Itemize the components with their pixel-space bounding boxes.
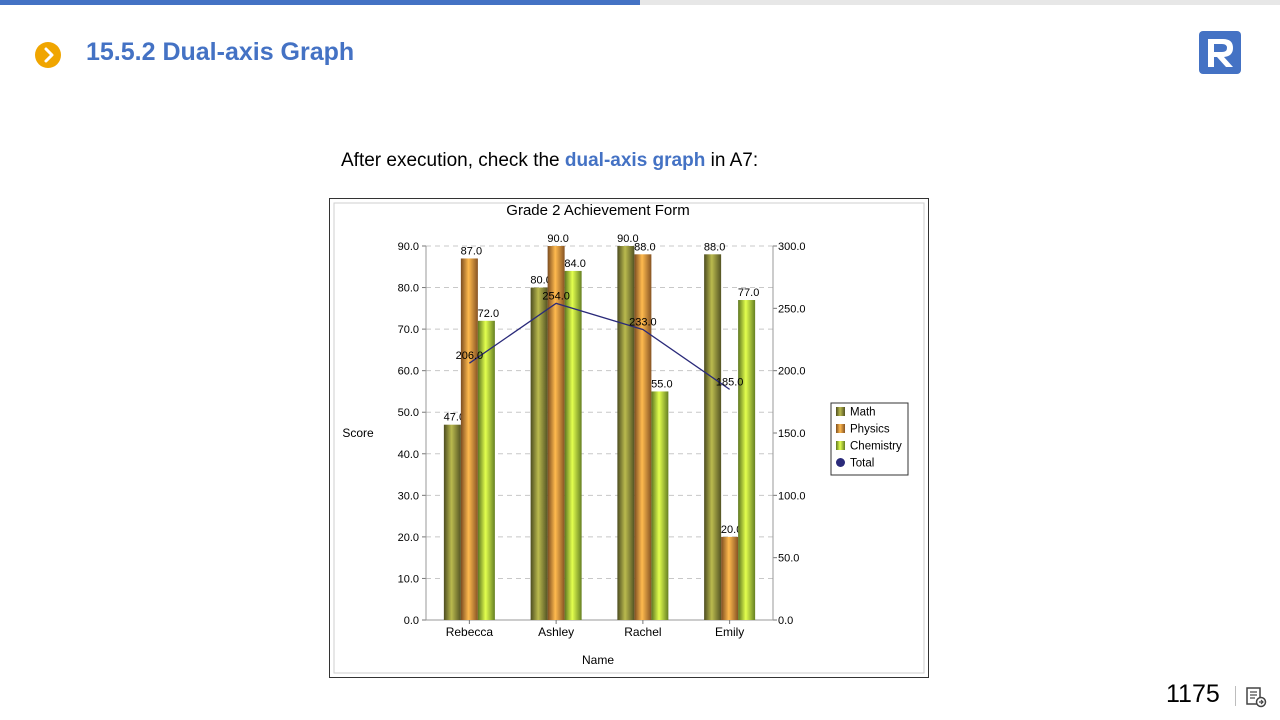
bar-chemistry [738,300,756,620]
bar-chemistry [477,320,495,620]
y-right-tick-label: 200.0 [778,366,806,378]
y-right-tick-label: 250.0 [778,303,806,315]
y-right-tick-label: 50.0 [778,553,799,565]
x-tick-label: Rachel [624,625,661,639]
y-left-tick-label: 70.0 [398,324,419,336]
page-title: 15.5.2 Dual-axis Graph [86,38,355,66]
y-left-tick-label: 10.0 [398,573,419,585]
bar-data-label: 80.0 [530,275,551,287]
legend-swatch-physics [836,424,845,433]
bar-data-label: 90.0 [547,233,568,245]
y-left-tick-label: 50.0 [398,407,419,419]
slide-return-icon[interactable] [1245,686,1267,708]
bar-data-label: 87.0 [461,245,482,257]
bar-math [443,424,461,620]
bar-data-label: 90.0 [617,233,638,245]
y-left-tick-label: 60.0 [398,366,419,378]
x-axis-label: Name [582,653,614,667]
bar-physics [721,536,739,620]
legend-swatch-math [836,407,845,416]
line-data-label: 206.0 [456,350,484,362]
y-left-tick-label: 30.0 [398,490,419,502]
y-left-tick-label: 20.0 [398,532,419,544]
line-data-label: 233.0 [629,317,657,329]
line-total [469,302,730,390]
chart-title: Grade 2 Achievement Form [506,202,689,219]
y-right-tick-label: 150.0 [778,428,806,440]
bar-math [704,254,722,621]
x-tick-label: Rebecca [446,625,494,639]
x-tick-label: Ashley [538,625,574,639]
y-axis-label: Score [342,426,374,440]
legend-label: Chemistry [850,441,902,453]
top-track-bar [640,0,1280,5]
bar-math [617,246,635,620]
legend-label: Total [850,458,874,470]
top-accent-bar [0,0,640,5]
y-left-tick-label: 80.0 [398,283,419,295]
chart-inner-border [333,202,925,674]
chevron-right-icon [35,42,61,68]
y-left-tick-label: 0.0 [404,615,419,627]
intro-before: After execution, check the [341,150,565,171]
intro-text: After execution, check the dual-axis gra… [341,150,758,172]
chart-frame: Grade 2 Achievement Form 0.0 10.0 20.0 30.0 4… [329,198,929,678]
bar-chemistry [651,391,669,620]
bar-data-label: 55.0 [651,378,672,390]
bar-physics [634,254,652,621]
dual-axis-chart: Grade 2 Achievement Form 0.0 10.0 20.0 30.0 4… [333,202,925,674]
x-tick-label: Emily [715,625,744,639]
footer-divider [1235,686,1236,706]
bar-data-label: 47.0 [444,412,465,424]
legend-label: Physics [850,424,890,436]
legend-label: Math [850,407,876,419]
y-right-tick-label: 100.0 [778,490,806,502]
page-number: 1175 [1166,680,1220,708]
y-left-tick-label: 40.0 [398,449,419,461]
bar-data-label: 20.0 [721,524,742,536]
legend-swatch-total [836,458,845,467]
bar-math [530,287,548,620]
bar-physics [547,246,565,620]
bar-data-label: 84.0 [564,258,585,270]
line-data-label: 185.0 [716,376,744,388]
r-logo-icon [1199,31,1241,74]
bar-data-label: 88.0 [634,241,655,253]
legend-swatch-chemistry [836,441,845,450]
y-right-tick-label: 300.0 [778,241,806,253]
bar-data-label: 88.0 [704,241,725,253]
bar-data-label: 77.0 [738,287,759,299]
y-right-tick-label: 0.0 [778,615,793,627]
line-data-label: 254.0 [542,290,570,302]
bar-data-label: 72.0 [478,308,499,320]
intro-highlight: dual-axis graph [564,150,706,171]
intro-after: in A7: [705,150,759,171]
bar-physics [460,258,478,620]
y-left-tick-label: 90.0 [398,241,419,253]
bar-chemistry [564,270,582,620]
